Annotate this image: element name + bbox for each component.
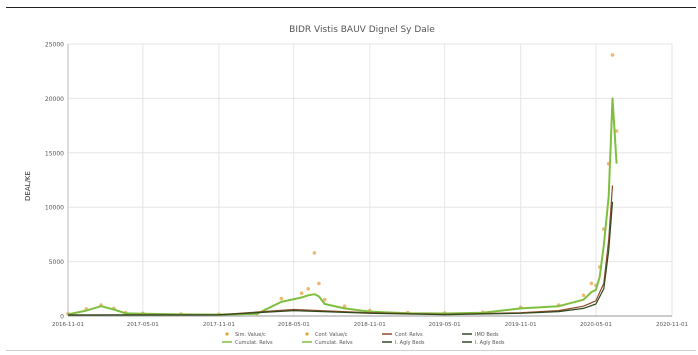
series-line (67, 185, 614, 316)
legend-item: IMO Beds (462, 332, 499, 338)
legend-item: Sim. Value/c (225, 332, 266, 338)
chart-title: BIDR Vistis BAUV Dignel Sy Dale (289, 25, 435, 35)
y-tick-label: 20000 (45, 96, 64, 103)
series-2 (67, 97, 618, 316)
data-point (589, 281, 594, 286)
legend-label: I. Agly Beds (395, 340, 425, 346)
y-tick-label: 25000 (45, 42, 64, 49)
data-point (317, 281, 321, 286)
x-tick-label: 2020-05-01 (580, 322, 612, 328)
legend-marker (225, 332, 229, 336)
legend-label: IMO Beds (475, 332, 499, 338)
axes (67, 44, 672, 317)
series-line (67, 201, 614, 316)
legend-label: Sim. Value/c (235, 332, 266, 338)
data-point (306, 287, 311, 291)
data-point (322, 297, 327, 302)
bottom-divider (6, 350, 696, 351)
series-3 (67, 185, 614, 316)
data-point (614, 129, 619, 133)
legend-item: Cumulat. Relvs (302, 340, 353, 346)
data-point (342, 304, 347, 309)
legend: Sim. Value/c Conf. Value/c Conf. Relvs IMO … (222, 332, 505, 346)
legend-label: Conf. Relvs (395, 332, 423, 338)
x-tick-label: 2016-11-01 (52, 322, 84, 328)
legend-item: Conf. Relvs (382, 332, 423, 338)
series-4 (67, 201, 614, 316)
top-divider (6, 7, 696, 8)
x-tick-label: 2018-11-01 (354, 322, 386, 328)
data-point (610, 53, 615, 57)
data-point (312, 251, 317, 255)
legend-item: I. Agly Beds (382, 340, 425, 346)
x-tick-label: 2020-11-01 (656, 322, 688, 328)
legend-item: I. Agly Beds (462, 340, 505, 346)
x-tick-label: 2017-05-01 (127, 322, 159, 328)
y-tick-label: 0 (60, 314, 64, 321)
y-axis-label: DEAL/KE (24, 171, 32, 201)
legend-label: Conf. Value/c (315, 332, 348, 338)
y-tick-labels: 0 5000 10000 15000 20000 25000 (45, 42, 64, 321)
legend-marker (305, 332, 309, 336)
legend-item: Cumulat. Relvs (222, 340, 273, 346)
x-tick-label: 2018-05-01 (278, 322, 310, 328)
legend-label: I. Agly Beds (475, 340, 505, 346)
legend-item: Conf. Value/c (305, 332, 348, 338)
y-tick-label: 15000 (45, 150, 64, 157)
grid-lines (67, 43, 673, 317)
x-tick-label: 2019-11-01 (505, 322, 537, 328)
x-tick-label: 2017-11-01 (203, 322, 235, 328)
series-line (67, 97, 618, 316)
x-tick-label: 2019-05-01 (429, 322, 461, 328)
y-tick-label: 5000 (49, 259, 64, 266)
data-point (581, 293, 586, 298)
y-tick-label: 10000 (45, 205, 64, 212)
legend-label: Cumulat. Relvs (235, 340, 273, 346)
series-1 (66, 53, 619, 317)
data-point (279, 296, 284, 301)
series-layer (66, 53, 619, 317)
legend-label: Cumulat. Relvs (315, 340, 353, 346)
x-tick-labels: 2016-11-01 2017-05-01 2017-11-01 2018-05-01… (52, 322, 688, 328)
data-point (299, 291, 304, 296)
